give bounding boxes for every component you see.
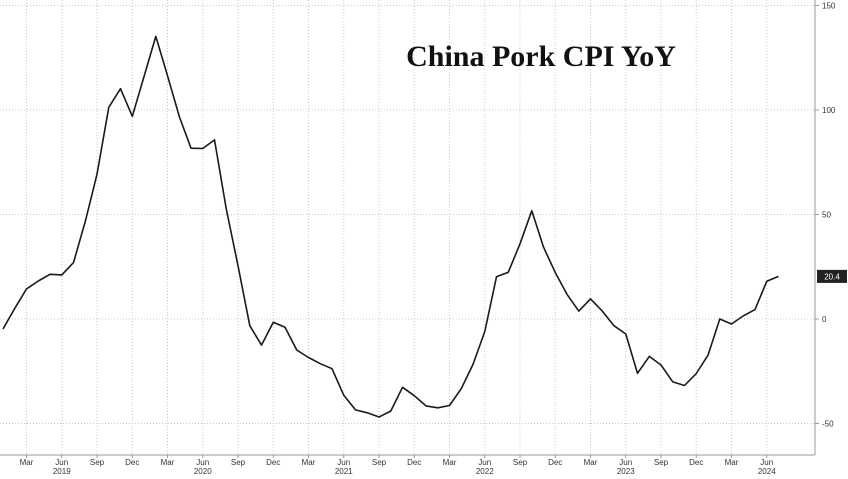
last-value-label: 20.4 [824, 272, 840, 281]
x-tick-label: Mar [584, 458, 598, 467]
x-tick-label: Dec [266, 458, 280, 467]
chart-title: China Pork CPI YoY [406, 40, 676, 73]
x-tick-label: Jun [619, 458, 632, 467]
x-tick-label: Mar [443, 458, 457, 467]
x-tick-label: Sep [372, 458, 387, 467]
x-tick-label: Sep [231, 458, 246, 467]
x-year-label: 2024 [758, 467, 776, 476]
x-axis-ticks: Mar Jun Sep Dec Mar Jun Sep Dec Mar Jun Sep Dec Mar J… [20, 455, 776, 476]
x-year-label: 2021 [335, 467, 353, 476]
y-tick-label: 0 [822, 315, 827, 324]
x-tick-label: Mar [161, 458, 175, 467]
x-tick-label: Mar [302, 458, 316, 467]
grid [0, 0, 815, 455]
series-line [2, 35, 779, 418]
x-tick-label: Jun [337, 458, 350, 467]
x-tick-label: Jun [55, 458, 68, 467]
last-value-marker: 20.4 [817, 269, 847, 283]
y-tick-label: 100 [822, 106, 836, 115]
x-tick-label: Dec [125, 458, 139, 467]
x-year-label: 2023 [617, 467, 635, 476]
x-year-label: 2019 [53, 467, 71, 476]
x-tick-label: Jun [478, 458, 491, 467]
x-year-label: 2022 [476, 467, 494, 476]
x-tick-label: Mar [725, 458, 739, 467]
x-tick-label: Mar [20, 458, 34, 467]
x-tick-label: Sep [513, 458, 528, 467]
x-tick-label: Jun [760, 458, 773, 467]
x-tick-label: Jun [196, 458, 209, 467]
x-tick-label: Dec [548, 458, 562, 467]
series-layer [2, 35, 779, 418]
last-value-box [817, 269, 847, 283]
x-tick-label: Dec [689, 458, 703, 467]
x-tick-label: Sep [654, 458, 669, 467]
x-tick-label: Dec [407, 458, 421, 467]
x-year-label: 2020 [194, 467, 212, 476]
x-tick-label: Sep [90, 458, 105, 467]
y-tick-label: 150 [822, 2, 836, 11]
y-tick-label: 50 [822, 211, 831, 220]
y-tick-label: -50 [822, 420, 834, 429]
y-axis-ticks: 150 100 50 0 -50 [815, 2, 836, 429]
